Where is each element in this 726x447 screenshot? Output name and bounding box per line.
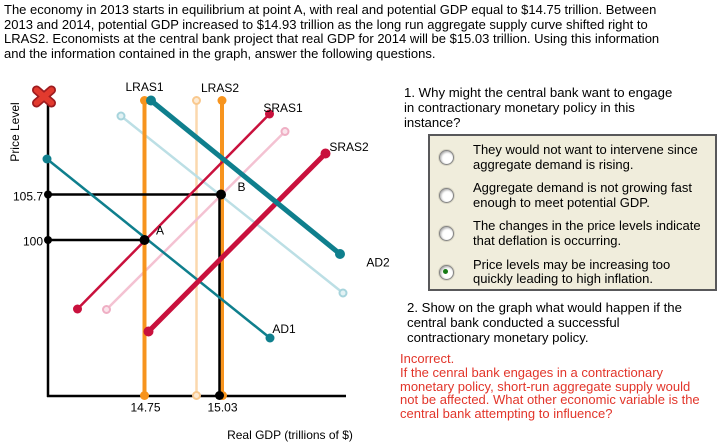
radio-option-3[interactable] (439, 226, 454, 242)
sras2-bottom-dot (143, 326, 154, 337)
question-2-text: 2. Show on the graph what would happen i… (407, 300, 682, 345)
ad2-bottom-dot (335, 249, 345, 259)
answer-options-box: They would not want to intervene since a… (428, 134, 717, 291)
option-1-line: aggregate demand is rising. (473, 156, 634, 172)
option-row-1: They would not want to intervene since a… (439, 142, 715, 172)
option-row-3: The changes in the price levels indicate… (439, 219, 715, 248)
radio-dot (443, 268, 448, 274)
sras1-label: SRAS1 (263, 101, 303, 115)
question-1-line: instance? (404, 114, 461, 130)
option-2-line: Aggregate demand is not growing fast (473, 180, 692, 196)
question-1-text: 1. Why might the central bank want to en… (404, 85, 673, 130)
feedback-line: not be affected. What other economic var… (400, 392, 700, 408)
incorrect-x-icon (32, 85, 56, 108)
ad1-left-dot (42, 154, 52, 164)
sras-ghost-top-dot (280, 127, 290, 136)
ad1-curve[interactable] (46, 158, 271, 339)
problem-statement-line: The economy in 2013 starts in equilibriu… (4, 2, 657, 17)
lras2-top-dot (217, 96, 227, 105)
question-2-line: 2. Show on the graph what would happen i… (407, 300, 682, 315)
tick-dot-15.03 (215, 391, 224, 400)
point-a-label: A (156, 224, 164, 238)
problem-statement-line: and the information contained in the gra… (4, 45, 436, 61)
ad2-label: AD2 (366, 256, 390, 270)
sras1-top-dot (265, 109, 274, 119)
option-row-4: Price levels may be increasing too quick… (439, 256, 715, 287)
problem-statement: The economy in 2013 starts in equilibriu… (4, 2, 660, 61)
sras2-top-dot (320, 148, 331, 159)
sras2-label: SRAS2 (329, 140, 369, 154)
radio-option-2[interactable] (439, 188, 454, 204)
ad2-curve[interactable] (149, 98, 342, 256)
ad1-right-dot (265, 333, 275, 343)
point-b-label: B (237, 180, 245, 194)
ad-ghost-top-dot (116, 111, 126, 121)
incorrect-x-icon (33, 87, 55, 106)
sras1-bottom-dot (73, 304, 82, 314)
tick-dot-105.7 (44, 190, 52, 199)
lras1-bottom-dot (140, 391, 149, 400)
point-b (216, 189, 226, 200)
option-4-line: Price levels may be increasing too (473, 256, 671, 272)
feedback-line: monetary policy, short-run aggregate sup… (400, 378, 691, 394)
radio-option-1[interactable] (439, 150, 454, 166)
radio-option-4[interactable] (439, 264, 454, 280)
option-1-label: They would not want to intervene since a… (473, 142, 698, 172)
ytick-100: 100 (23, 235, 43, 249)
lras1-label: LRAS1 (125, 80, 163, 94)
y-axis-title: Price Level (8, 102, 22, 161)
option-3-label: The changes in the price levels indicate… (473, 219, 701, 248)
lras-ghost-top-dot (192, 96, 201, 105)
lras-ghost-bottom-dot (192, 391, 201, 400)
sras-ghost-line (105, 130, 286, 311)
question-2-line: contractionary monetary policy. (407, 329, 589, 345)
question-1-line: 1. Why might the central bank want to en… (404, 85, 673, 100)
ad2-top-dot (146, 95, 156, 106)
ad-ghost-line (120, 115, 344, 294)
option-2-line: enough to meet potential GDP. (473, 194, 650, 210)
incorrect-x-icon (33, 87, 55, 106)
xtick-15.03: 15.03 (207, 401, 237, 415)
option-3-line: that deflation is occurring. (473, 232, 622, 248)
option-2-label: Aggregate demand is not growing fast eno… (473, 181, 692, 210)
sras2-curve[interactable] (146, 151, 328, 334)
lras2-bottom-dot (218, 391, 227, 400)
question-2-line: central bank conducted a successful (407, 314, 620, 330)
point-a (139, 235, 150, 245)
option-3-line: The changes in the price levels indicate (473, 218, 701, 234)
lras1-top-dot (140, 96, 149, 105)
option-4-label: Price levels may be increasing too quick… (473, 256, 671, 287)
xtick-14.75: 14.75 (130, 401, 160, 415)
ad1-label: AD1 (272, 322, 296, 336)
question-1-line: in contractionary monetary policy in thi… (404, 99, 635, 115)
problem-statement-line: LRAS2. Economists at the central bank pr… (4, 31, 660, 47)
option-4-line: quickly leading to high inflation. (473, 271, 653, 287)
sras1-curve[interactable] (76, 113, 271, 310)
option-row-2: Aggregate demand is not growing fast eno… (439, 181, 715, 210)
feedback-line: If the cenral bank engages in a contract… (400, 364, 664, 380)
incorrect-x-icon (32, 85, 56, 108)
problem-statement-line: 2013 and 2014, potential GDP increased t… (4, 16, 648, 32)
x-axis-title: Real GDP (trillions of $) (227, 428, 353, 442)
tick-dot-100 (44, 236, 52, 244)
sras-ghost-bottom-dot (102, 305, 111, 314)
feedback-line: central bank attempting to influence? (400, 406, 613, 422)
feedback-message: Incorrect. If the cenral bank engages in… (400, 352, 700, 421)
lras2-label: LRAS2 (201, 81, 239, 95)
feedback-line: Incorrect. (400, 351, 455, 366)
ad-ghost-bottom-dot (338, 288, 348, 298)
option-1-line: They would not want to intervene since (473, 142, 698, 157)
ytick-105.7: 105.7 (13, 190, 43, 204)
